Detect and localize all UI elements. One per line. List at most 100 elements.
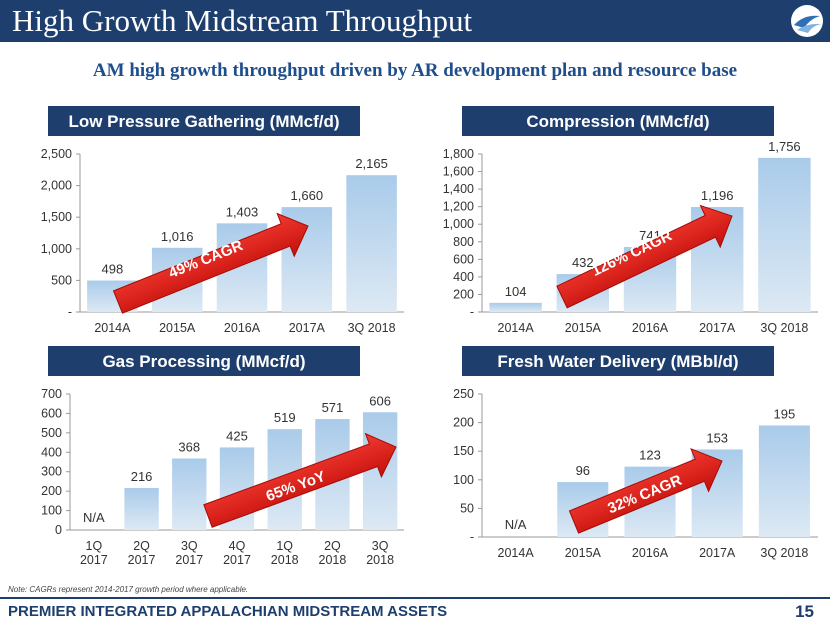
y-tick-label: 200 xyxy=(453,287,474,301)
page-title: High Growth Midstream Throughput xyxy=(12,3,473,38)
bar xyxy=(172,458,207,530)
data-label: 195 xyxy=(774,406,796,421)
y-tick-label: - xyxy=(470,305,474,319)
x-tick-label: 2014A xyxy=(498,321,535,335)
x-tick-label: 3Q 2018 xyxy=(760,546,808,560)
data-label: 432 xyxy=(572,255,594,270)
x-tick-label: 3Q xyxy=(181,539,198,553)
x-tick-label: 2017A xyxy=(699,546,736,560)
data-label: 96 xyxy=(576,463,590,478)
y-tick-label: 500 xyxy=(51,273,72,287)
x-tick-label: 2018 xyxy=(366,553,394,567)
chart-title-banner xyxy=(462,346,774,376)
x-tick-label: 4Q xyxy=(229,539,246,553)
x-tick-label: 3Q 2018 xyxy=(348,321,396,335)
chart-title-banner xyxy=(48,346,360,376)
data-label: 368 xyxy=(178,440,200,455)
title-bar: High Growth Midstream Throughput xyxy=(0,0,830,42)
y-tick-label: 100 xyxy=(41,504,62,518)
company-logo-icon xyxy=(791,5,823,37)
growth-arrow-shape xyxy=(112,212,309,314)
bar xyxy=(758,425,810,537)
bar xyxy=(346,175,397,312)
y-tick-label: 1,500 xyxy=(41,210,72,224)
y-tick-label: 200 xyxy=(41,484,62,498)
x-tick-label: 2018 xyxy=(271,553,299,567)
data-label: 1,196 xyxy=(701,188,734,203)
y-tick-label: 2,500 xyxy=(41,147,72,161)
x-tick-label: 2018 xyxy=(319,553,347,567)
x-tick-label: 2014A xyxy=(94,321,131,335)
growth-arrow xyxy=(203,432,397,528)
data-label: 1,403 xyxy=(226,204,259,219)
data-label: 1,660 xyxy=(291,188,324,203)
chart-gas-processing: Gas Processing (MMcf/d) 0 100 200 300 400 500 6… xyxy=(8,344,408,574)
subtitle: AM high growth throughput driven by AR d… xyxy=(92,60,738,81)
y-tick-label: 1,800 xyxy=(443,147,474,161)
chart-svg: Low Pressure Gathering (MMcf/d) - 500 1,000… xyxy=(41,106,404,335)
data-label: 123 xyxy=(639,448,661,463)
y-tick-label: 1,600 xyxy=(443,165,474,179)
y-tick-label: 1,200 xyxy=(443,200,474,214)
y-tick-label: 600 xyxy=(41,406,62,420)
y-tick-label: 1,400 xyxy=(443,182,474,196)
x-tick-label: 2017 xyxy=(223,553,251,567)
x-tick-label: 2016A xyxy=(224,321,261,335)
bar xyxy=(124,488,159,530)
x-tick-label: 2017 xyxy=(80,553,108,567)
page-number: 15 xyxy=(795,602,814,621)
x-tick-label: 2017A xyxy=(289,321,326,335)
data-label: 571 xyxy=(322,400,344,415)
x-tick-label: 2017 xyxy=(175,553,203,567)
growth-arrow-shape xyxy=(556,204,733,309)
y-tick-label: 0 xyxy=(55,523,62,537)
x-tick-label: 2015A xyxy=(565,321,602,335)
footnote: Note: CAGRs represent 2014-2017 growth p… xyxy=(8,585,249,594)
data-label: 498 xyxy=(102,262,124,277)
chart-title: Low Pressure Gathering (MMcf/d) xyxy=(68,112,339,131)
y-tick-label: 50 xyxy=(460,501,474,515)
x-tick-label: 2016A xyxy=(632,546,669,560)
data-label: N/A xyxy=(505,517,527,532)
chart-title-banner xyxy=(462,106,774,136)
chart-compression: Compression (MMcf/d) - 200 400 600 800 1,000 1,… xyxy=(422,104,822,335)
y-tick-label: - xyxy=(68,305,72,319)
chart-fresh-water-delivery: Fresh Water Delivery (MBbl/d) - 50 100 150 20… xyxy=(422,344,822,574)
growth-arrow-shape xyxy=(203,432,397,528)
x-tick-label: 1Q xyxy=(86,539,103,553)
y-tick-label: 1,000 xyxy=(443,217,474,231)
data-label: 425 xyxy=(226,428,248,443)
x-tick-label: 2017 xyxy=(128,553,156,567)
chart-title: Gas Processing (MMcf/d) xyxy=(102,352,305,371)
growth-arrow xyxy=(556,204,733,309)
chart-title: Fresh Water Delivery (MBbl/d) xyxy=(497,352,738,371)
footer-divider xyxy=(0,597,830,599)
growth-arrow xyxy=(112,212,309,314)
bar xyxy=(489,302,542,312)
y-tick-label: 500 xyxy=(41,426,62,440)
y-tick-label: 800 xyxy=(453,235,474,249)
data-label: 153 xyxy=(706,430,728,445)
data-label: 104 xyxy=(505,284,527,299)
y-tick-label: 150 xyxy=(453,444,474,458)
y-tick-label: 600 xyxy=(453,252,474,266)
data-label: 1,756 xyxy=(768,139,801,154)
y-tick-label: 700 xyxy=(41,387,62,401)
x-tick-label: 2016A xyxy=(632,321,669,335)
y-tick-label: 2,000 xyxy=(41,179,72,193)
y-tick-label: 200 xyxy=(453,416,474,430)
data-label: 606 xyxy=(369,393,391,408)
growth-arrow-shape xyxy=(568,447,723,534)
growth-arrow xyxy=(568,447,723,534)
chart-svg: Gas Processing (MMcf/d) 0 100 200 300 400 500 6… xyxy=(41,346,404,567)
data-label: N/A xyxy=(83,510,105,525)
y-tick-label: 400 xyxy=(41,445,62,459)
chart-title-banner xyxy=(48,106,360,136)
x-tick-label: 1Q xyxy=(276,539,293,553)
y-tick-label: - xyxy=(470,530,474,544)
x-tick-label: 2Q xyxy=(324,539,341,553)
data-label: 216 xyxy=(131,469,153,484)
chart-title: Compression (MMcf/d) xyxy=(526,112,709,131)
x-tick-label: 2017A xyxy=(699,321,736,335)
y-tick-label: 300 xyxy=(41,465,62,479)
